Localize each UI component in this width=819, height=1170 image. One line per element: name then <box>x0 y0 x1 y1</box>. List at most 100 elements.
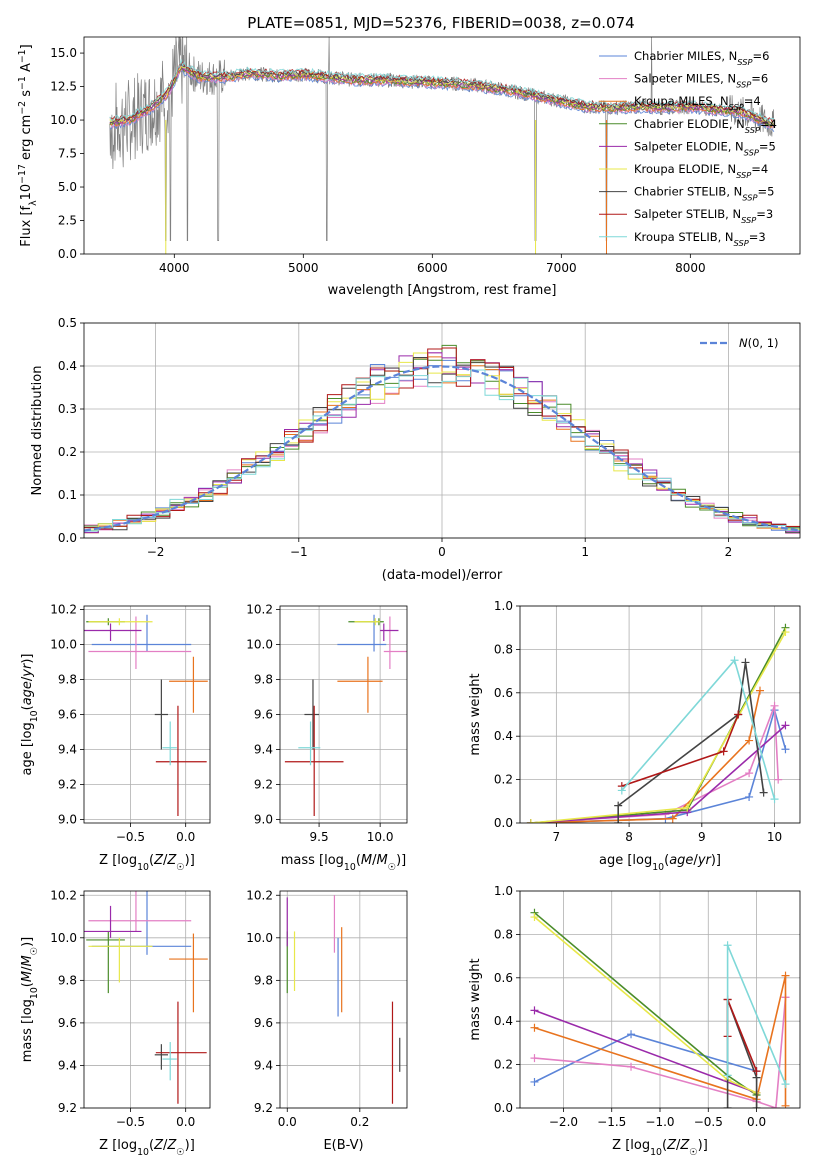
mass-weight-line <box>530 631 787 823</box>
y-tick-label: 9.2 <box>58 778 77 792</box>
mass-weight-line <box>530 627 787 823</box>
legend-label: N(0, 1) <box>739 336 779 350</box>
plus-marker <box>683 803 692 812</box>
y-tick-label: 7.5 <box>58 147 77 161</box>
y-tick-label: 0.0 <box>58 531 77 545</box>
mass-weight-line <box>530 690 761 823</box>
plus-marker <box>734 710 743 719</box>
model-spectrum-line <box>109 68 775 129</box>
legend-label: Salpeter ELODIE, NSSP=5 <box>634 139 776 157</box>
plus-marker <box>774 775 783 784</box>
y-tick-label: 9.6 <box>58 708 77 722</box>
y-axis-label: mass weight <box>468 958 483 1040</box>
model-spectrum-line <box>109 63 775 126</box>
mass-weight-line <box>533 912 758 1096</box>
x-tick-label: 0.2 <box>350 1115 369 1129</box>
plus-marker <box>723 1071 732 1080</box>
y-tick-label: 0.5 <box>58 316 77 330</box>
plus-marker <box>530 1054 539 1063</box>
x-tick-label: 8000 <box>675 261 706 275</box>
x-tick-label: 2 <box>725 545 733 559</box>
y-tick-label: 0.3 <box>58 402 77 416</box>
legend-label: Chabrier MILES, NSSP=6 <box>634 49 769 67</box>
plot-area <box>84 344 800 538</box>
y-tick-label: 0.0 <box>494 816 513 830</box>
x-tick-label: 8 <box>625 830 633 844</box>
plus-marker <box>614 819 623 823</box>
y-tick-label: 9.6 <box>254 708 273 722</box>
axes-frame <box>279 890 408 1109</box>
x-tick-label: 0.0 <box>278 1115 297 1129</box>
x-tick-label: −2 <box>147 545 165 559</box>
y-tick-label: 9.0 <box>254 813 273 827</box>
x-axis-label: Z [log10(Z/Z☉)] <box>99 1138 195 1158</box>
mass-weight-line <box>621 714 739 787</box>
x-tick-label: −2.0 <box>549 1115 578 1129</box>
axes-frame <box>83 890 211 1109</box>
plus-marker <box>530 1077 539 1086</box>
y-tick-label: 0.0 <box>494 1101 513 1115</box>
y-tick-label: 10.0 <box>50 638 77 652</box>
y-tick-label: 10.0 <box>246 931 273 945</box>
axes-spectrum: 4000 5000 6000 7000 8000 0.0 2.5 5.0 7.5 10.0 12.5… <box>17 36 801 298</box>
x-axis-label: Z [log10(Z/Z☉)] <box>99 853 195 873</box>
grid <box>280 606 407 823</box>
axes-age-vs-mass: 9.5 10.0 9.0 9.2 9.4 9.6 9.8 10.0 10.2 mass [log1… <box>246 603 408 873</box>
mass-weight-line <box>534 975 787 1106</box>
x-tick-label: 6000 <box>417 261 448 275</box>
x-tick-label: 10.0 <box>367 830 394 844</box>
legend-label: Kroupa STELIB, NSSP=3 <box>634 230 766 248</box>
plus-marker <box>770 795 779 804</box>
mass-weight-line <box>534 1009 757 1094</box>
axes-massweight-vs-age: 7 8 9 10 0.0 0.2 0.4 0.6 0.8 1.0 mass weight age [l… <box>468 599 801 873</box>
axes-mass-vs-Z: −0.5 0.0 9.2 9.4 9.6 9.8 10.0 10.2 Z [log10(Z/Z☉… <box>20 888 211 1158</box>
plus-marker <box>627 1030 636 1039</box>
mass-weight-line <box>726 999 758 1072</box>
x-axis-label: (data-model)/error <box>382 568 503 583</box>
x-axis-label: Z [log10(Z/Z☉)] <box>612 1138 708 1158</box>
x-axis-label: E(B-V) <box>323 1138 363 1153</box>
plus-marker <box>781 721 790 730</box>
y-tick-label: 9.2 <box>58 1101 77 1115</box>
y-tick-label: 9.2 <box>254 1101 273 1115</box>
y-tick-label: 0.6 <box>494 686 513 700</box>
model-spectrum-line <box>109 67 775 128</box>
residual-histogram-step <box>84 369 800 538</box>
axes-massweight-vs-Z: −2.0 −1.5 −1.0 −0.5 0.0 0.0 0.2 0.4 0.6 0.8 1.0 mas… <box>468 884 801 1158</box>
y-axis-label: Normed distribution <box>30 366 45 496</box>
y-tick-label: 0.8 <box>494 642 513 656</box>
x-tick-label: 7 <box>553 830 561 844</box>
axes-frame <box>83 605 211 824</box>
y-tick-label: 10.0 <box>50 931 77 945</box>
plot-area <box>526 623 790 823</box>
grid <box>520 605 800 824</box>
legend: Chabrier MILES, NSSP=6 Salpeter MILES, NS… <box>599 49 777 248</box>
plus-marker <box>614 801 623 810</box>
plot-area <box>286 895 401 1104</box>
plot-area <box>84 614 208 816</box>
x-tick-label: −0.5 <box>116 830 145 844</box>
axes-age-vs-Z: −0.5 0.0 9.0 9.2 9.4 9.6 9.8 10.0 10.2 Z [log10(Z… <box>20 603 211 873</box>
plot-area <box>530 908 790 1108</box>
model-spectrum-line <box>109 58 774 121</box>
y-tick-label: 10.0 <box>246 638 273 652</box>
plus-marker <box>530 1006 539 1015</box>
y-tick-label: 0.4 <box>494 729 513 743</box>
mass-weight-line <box>530 707 787 823</box>
y-tick-label: 9.8 <box>58 973 77 987</box>
plus-marker <box>781 1101 790 1108</box>
y-axis-label: age [log10(age/yr)] <box>20 653 40 775</box>
y-tick-label: 10.2 <box>246 603 273 617</box>
y-tick-label: 9.6 <box>254 1016 273 1030</box>
axes-frame <box>519 890 801 1109</box>
x-tick-label: −1.5 <box>597 1115 626 1129</box>
y-tick-label: 12.5 <box>50 80 77 94</box>
y-tick-label: 10.2 <box>50 603 77 617</box>
plus-marker <box>756 686 764 695</box>
plus-marker <box>752 1104 761 1108</box>
x-tick-label: 1 <box>581 545 589 559</box>
y-tick-label: 9.8 <box>254 673 273 687</box>
y-tick-label: 0.2 <box>494 1058 513 1072</box>
x-tick-label: 0.0 <box>176 830 195 844</box>
